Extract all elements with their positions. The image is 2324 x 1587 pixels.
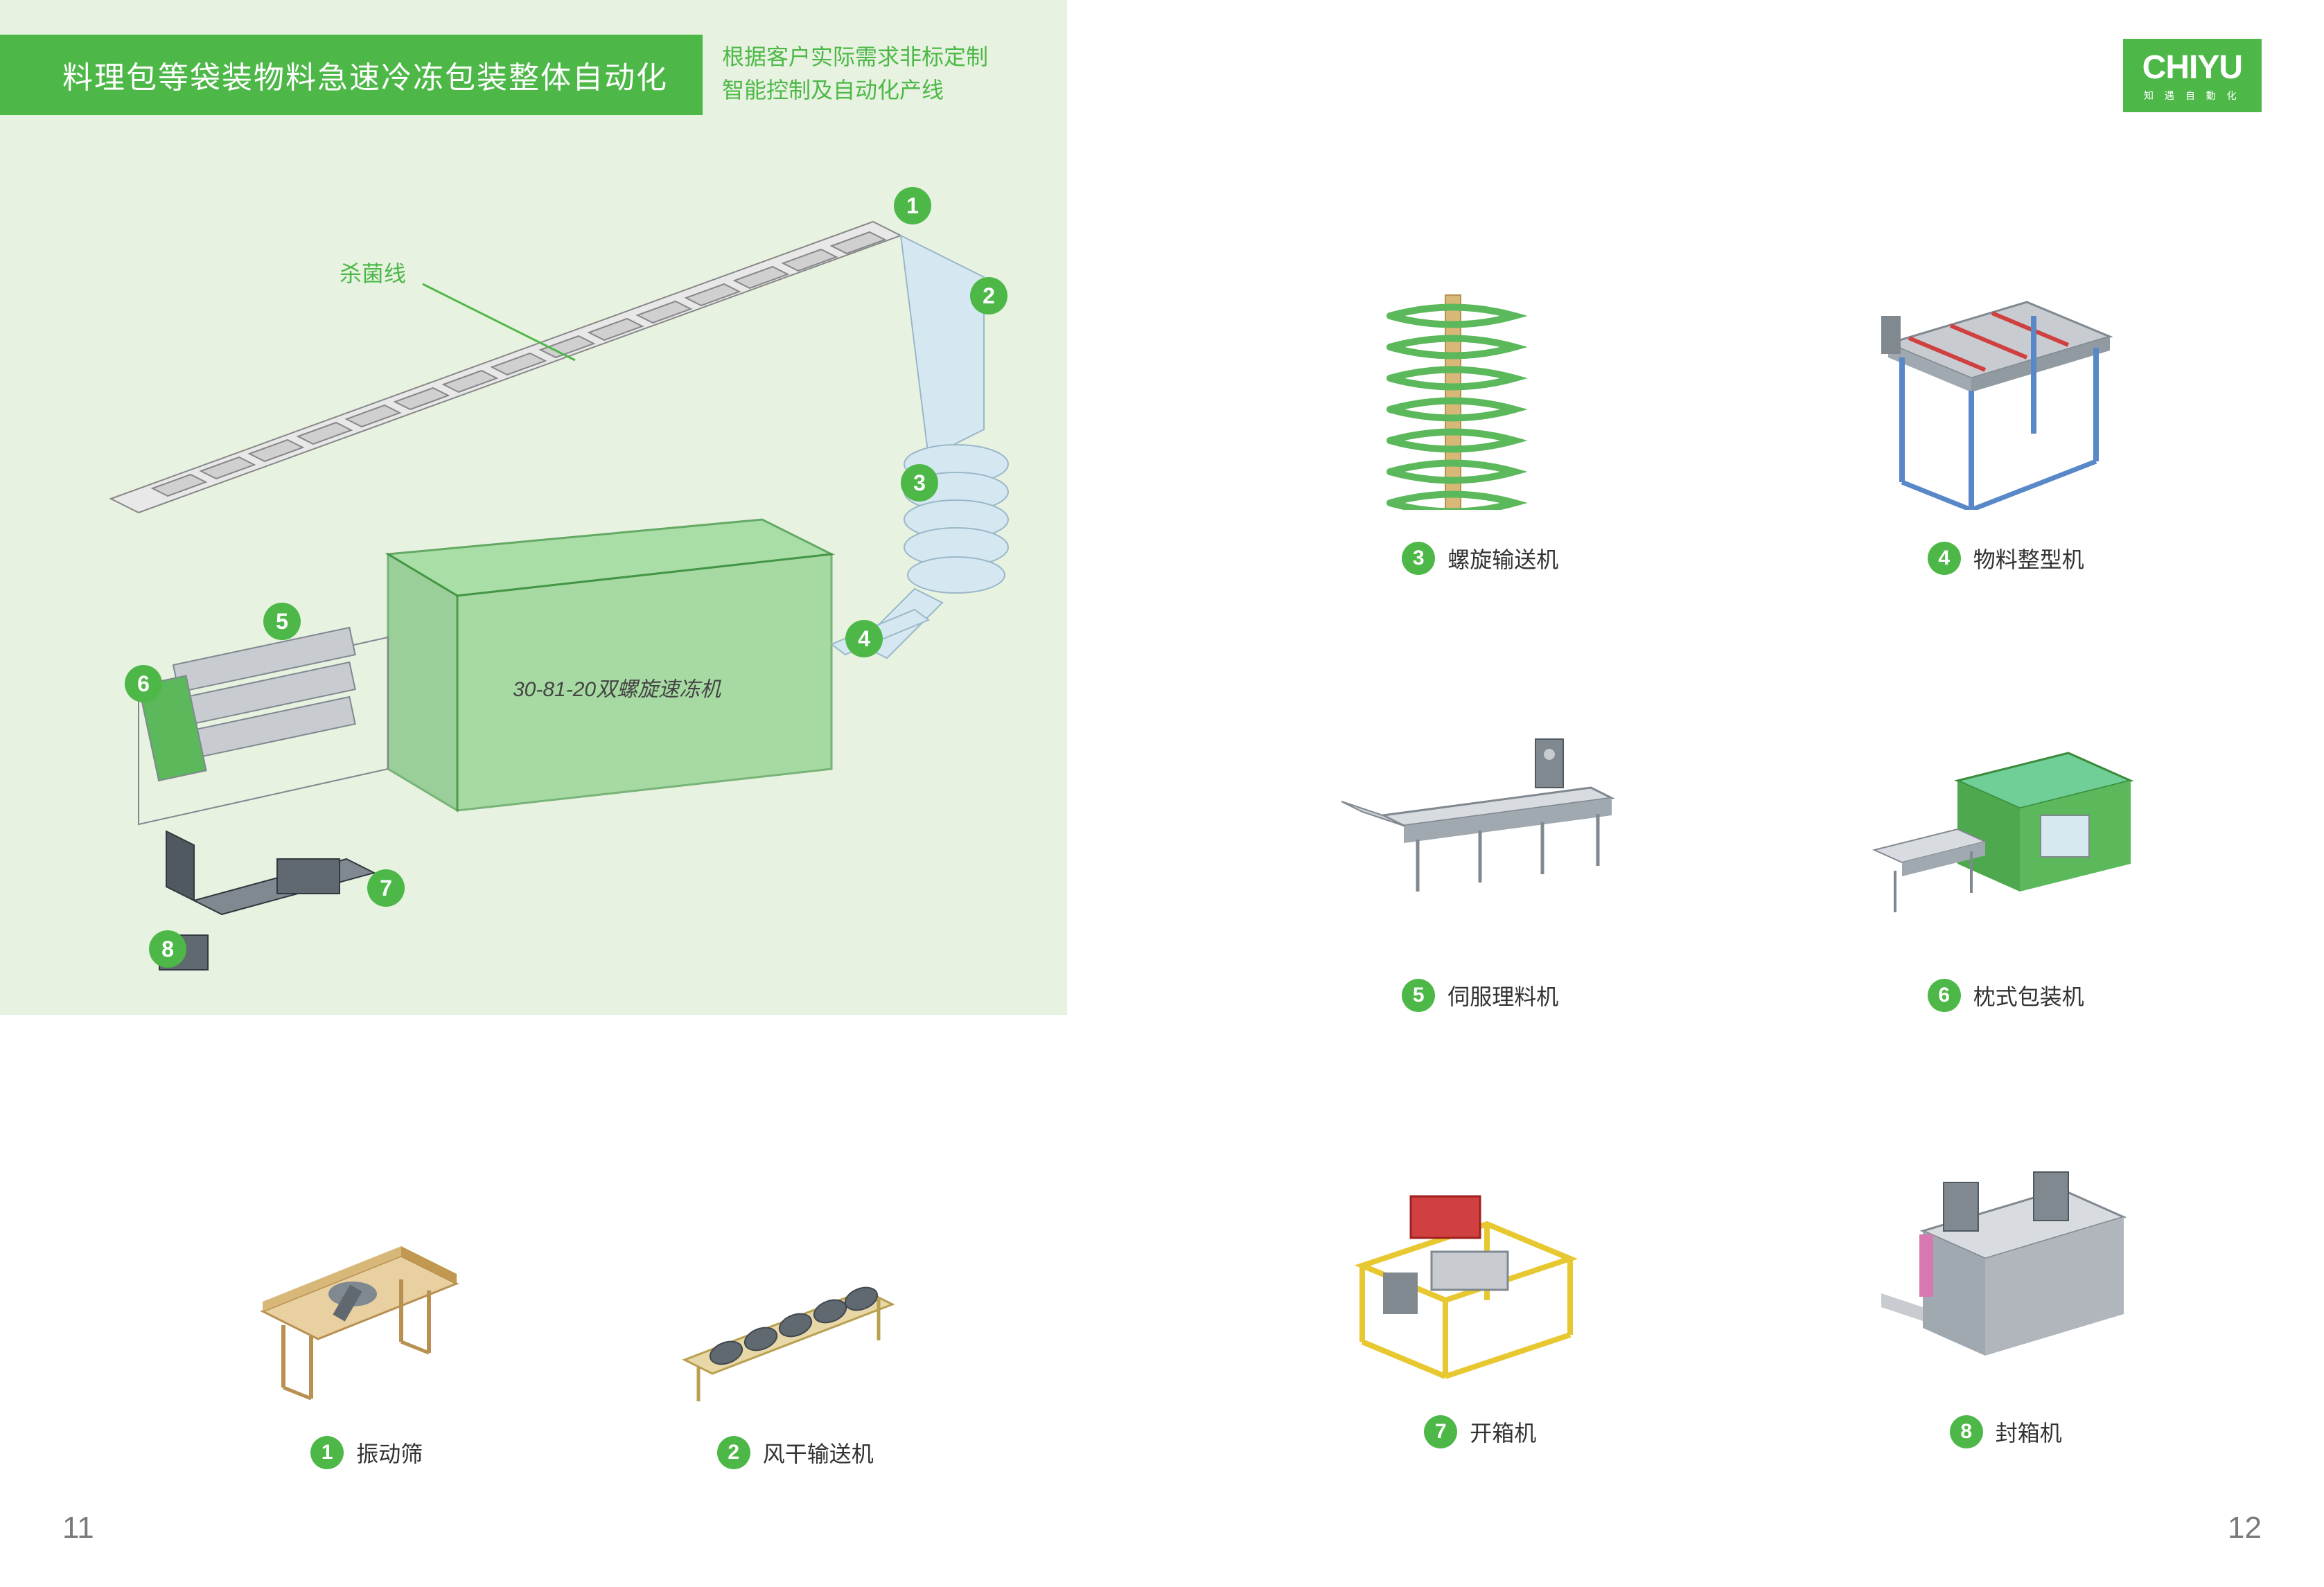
diagram-marker-7: 7 — [367, 869, 405, 907]
equipment-number: 8 — [1950, 1415, 1983, 1448]
diagram-marker-5: 5 — [263, 603, 301, 640]
equipment-number: 2 — [717, 1436, 750, 1469]
diagram-marker-2: 2 — [970, 277, 1007, 314]
equipment-name: 封箱机 — [1996, 1416, 2062, 1448]
freezer-label: 30-81-20双螺旋速冻机 — [513, 672, 721, 702]
equipment-number: 5 — [1402, 979, 1435, 1012]
left-bottom-items: 1 振动筛 2 风干输送机 — [0, 1221, 1162, 1469]
diagram-marker-3: 3 — [901, 464, 938, 502]
equipment-name: 振动筛 — [356, 1437, 423, 1469]
equipment-number: 7 — [1424, 1415, 1457, 1448]
equipment-grid: 3 螺旋输送机 4 物料整型机 5 伺服理料机 6 枕式包装机 7 开箱机 8 … — [1231, 180, 2255, 1448]
equipment-name: 枕式包装机 — [1973, 979, 2084, 1011]
diagram-marker-1: 1 — [894, 187, 931, 224]
equipment-item-3: 3 螺旋输送机 — [1231, 180, 1729, 575]
page-right: CHIYU 知 遇 自 動 化 3 螺旋输送机 4 物料整型机 5 伺服理料机 … — [1162, 0, 2324, 1587]
equipment-item-5: 5 伺服理料机 — [1231, 617, 1729, 1011]
equipment-number: 1 — [310, 1436, 344, 1469]
title-sub: 根据客户实际需求非标定制 智能控制及自动化产线 — [722, 40, 988, 107]
equipment-label: 1 振动筛 — [310, 1436, 423, 1469]
equipment-label: 3 螺旋输送机 — [1402, 542, 1558, 575]
diagram-svg — [97, 166, 1012, 998]
equipment-number: 6 — [1928, 979, 1961, 1012]
diagram-marker-6: 6 — [125, 665, 162, 702]
logo-main: CHIYU — [2142, 51, 2242, 85]
equipment-item-4: 4 物料整型机 — [1757, 180, 2255, 575]
equipment-item-8: 8 封箱机 — [1757, 1054, 2255, 1448]
equipment-label: 5 伺服理料机 — [1402, 979, 1558, 1012]
logo-sub: 知 遇 自 動 化 — [2142, 89, 2242, 103]
process-diagram: 杀菌线 30-81-20双螺旋速冻机 1 2 3 4 5 6 7 8 — [97, 166, 1012, 998]
equipment-image — [1860, 274, 2151, 524]
sterilize-label: 杀菌线 — [340, 256, 406, 288]
equipment-image — [678, 1221, 913, 1415]
page-left: 料理包等袋装物料急速冷冻包装整体自动化 根据客户实际需求非标定制 智能控制及自动… — [0, 0, 1162, 1587]
equipment-image — [1335, 1148, 1626, 1397]
equipment-image — [1860, 1148, 2151, 1397]
equipment-item-6: 6 枕式包装机 — [1757, 617, 2255, 1011]
diagram-marker-8: 8 — [149, 930, 186, 968]
equipment-item-1: 1 振动筛 — [152, 1221, 581, 1469]
equipment-item-7: 7 开箱机 — [1231, 1054, 1729, 1448]
equipment-name: 物料整型机 — [1973, 542, 2084, 574]
page-number-left: 11 — [62, 1511, 94, 1545]
equipment-name: 伺服理料机 — [1447, 979, 1558, 1011]
equipment-name: 开箱机 — [1470, 1416, 1536, 1448]
equipment-label: 8 封箱机 — [1950, 1415, 2062, 1448]
equipment-number: 3 — [1402, 542, 1435, 575]
title-main: 料理包等袋装物料急速冷冻包装整体自动化 — [0, 35, 703, 115]
equipment-label: 2 风干输送机 — [717, 1436, 874, 1469]
equipment-label: 4 物料整型机 — [1928, 542, 2084, 575]
equipment-name: 风干输送机 — [763, 1437, 874, 1469]
equipment-label: 6 枕式包装机 — [1928, 979, 2084, 1012]
equipment-image — [1335, 274, 1626, 524]
title-bar: 料理包等袋装物料急速冷冻包装整体自动化 根据客户实际需求非标定制 智能控制及自动… — [0, 35, 988, 115]
equipment-item-2: 2 风干输送机 — [581, 1221, 1010, 1469]
logo: CHIYU 知 遇 自 動 化 — [2123, 39, 2262, 112]
equipment-name: 螺旋输送机 — [1447, 542, 1558, 574]
equipment-image — [249, 1221, 484, 1415]
equipment-label: 7 开箱机 — [1424, 1415, 1536, 1448]
equipment-image — [1335, 711, 1626, 961]
diagram-marker-4: 4 — [845, 620, 883, 657]
page-number-right: 12 — [2228, 1511, 2262, 1545]
equipment-image — [1860, 711, 2151, 961]
equipment-number: 4 — [1928, 542, 1961, 575]
